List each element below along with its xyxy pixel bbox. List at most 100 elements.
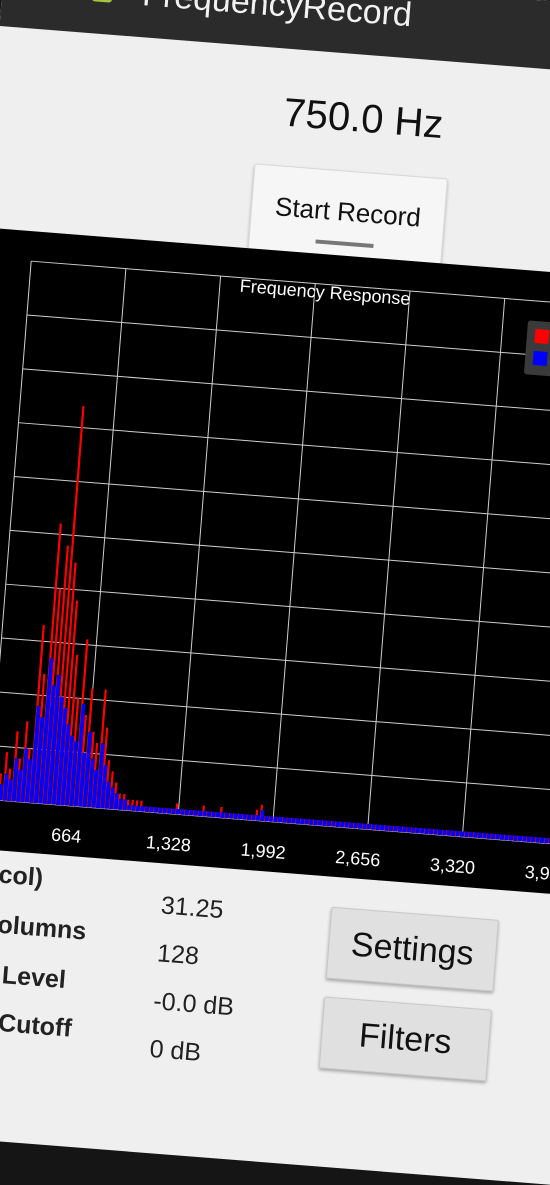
bar-blue bbox=[233, 813, 238, 820]
bar-blue bbox=[335, 821, 340, 828]
bar-blue bbox=[29, 705, 41, 803]
bar-blue bbox=[206, 811, 211, 817]
bar-blue bbox=[446, 830, 451, 836]
grid-line-horizontal bbox=[14, 476, 550, 522]
frequency-readout: 750.0 Hz bbox=[281, 90, 445, 148]
bar-blue bbox=[215, 812, 220, 818]
bar-blue bbox=[33, 716, 45, 804]
bar-blue bbox=[113, 793, 119, 810]
bar-blue bbox=[153, 807, 158, 813]
bar-blue bbox=[357, 823, 362, 829]
bar-blue bbox=[402, 826, 407, 833]
bar-blue bbox=[16, 769, 23, 802]
bar-blue bbox=[371, 824, 376, 830]
bar-blue bbox=[419, 828, 425, 834]
bar-blue bbox=[397, 826, 402, 832]
settings-button[interactable]: Settings bbox=[325, 906, 499, 992]
bar-blue bbox=[451, 830, 456, 837]
bar-blue bbox=[2, 773, 9, 801]
stat-label: oise Level bbox=[0, 957, 67, 995]
bar-blue bbox=[513, 835, 518, 842]
bar-blue bbox=[264, 815, 269, 822]
bar-blue bbox=[526, 836, 531, 843]
stat-value: 128 bbox=[156, 939, 200, 971]
bar-blue bbox=[220, 812, 225, 819]
bar-blue bbox=[260, 810, 265, 822]
stat-label: (Hz/col) bbox=[0, 856, 45, 892]
bar-blue bbox=[473, 832, 478, 838]
bar-blue bbox=[353, 822, 358, 829]
bar-blue bbox=[482, 832, 487, 839]
grid-line-horizontal bbox=[1, 637, 550, 684]
bar-blue bbox=[406, 827, 411, 833]
bar-blue bbox=[229, 813, 234, 819]
grid-line-horizontal bbox=[31, 260, 550, 307]
bar-blue bbox=[344, 822, 349, 828]
android-icon bbox=[91, 0, 114, 3]
stat-value: 31.25 bbox=[159, 891, 225, 925]
bar-red bbox=[0, 773, 2, 801]
bar-blue bbox=[224, 812, 229, 819]
bar-blue bbox=[122, 799, 128, 811]
bar-blue bbox=[326, 820, 331, 827]
frequency-chart: 664 1,328 1,992 2,656 3,320 3,98 Frequency Re… bbox=[0, 227, 550, 896]
bar-blue bbox=[171, 808, 176, 815]
bar-blue bbox=[291, 817, 296, 824]
bar-blue bbox=[87, 758, 95, 808]
bar-blue bbox=[20, 748, 29, 803]
bar-blue bbox=[468, 831, 473, 838]
x-tick-label: 1,328 bbox=[145, 832, 191, 855]
bar-blue bbox=[317, 820, 322, 826]
bar-blue bbox=[459, 831, 464, 837]
bar-blue bbox=[286, 817, 291, 824]
stat-label: of Columns bbox=[0, 907, 88, 946]
bar-blue bbox=[144, 806, 149, 813]
bar-blue bbox=[539, 837, 544, 844]
bar-blue bbox=[255, 815, 260, 821]
bar-blue bbox=[162, 807, 167, 814]
bar-blue bbox=[384, 825, 389, 831]
bar-blue bbox=[78, 752, 87, 807]
bar-blue bbox=[269, 816, 274, 822]
bar-blue bbox=[73, 703, 86, 807]
bar-blue bbox=[295, 818, 300, 824]
bar-blue bbox=[189, 809, 194, 816]
bar-blue bbox=[380, 824, 385, 831]
bar-blue bbox=[544, 837, 549, 844]
bar-blue bbox=[198, 810, 203, 817]
bar-blue bbox=[477, 832, 482, 839]
bar-blue bbox=[0, 784, 4, 801]
bar-blue bbox=[202, 810, 207, 817]
bar-blue bbox=[11, 758, 19, 802]
bar-blue bbox=[495, 834, 500, 840]
bar-blue bbox=[277, 816, 282, 823]
bar-blue bbox=[428, 828, 433, 835]
bar-blue bbox=[499, 834, 504, 841]
bar-blue bbox=[331, 821, 336, 827]
x-tick-label: 2,656 bbox=[335, 847, 381, 870]
stat-value: -0.0 dB bbox=[152, 987, 235, 1022]
bar-blue bbox=[135, 805, 140, 812]
bar-blue bbox=[69, 741, 78, 807]
bar-blue bbox=[118, 798, 123, 810]
bar-blue bbox=[127, 805, 132, 811]
bar-blue bbox=[38, 658, 54, 804]
bar-blue bbox=[393, 825, 398, 832]
bar-blue bbox=[193, 810, 198, 816]
bar-blue bbox=[24, 759, 32, 803]
x-tick-label: 3,98 bbox=[524, 862, 550, 885]
start-record-button[interactable]: Start Record bbox=[247, 163, 448, 265]
bar-blue bbox=[424, 828, 429, 835]
bar-blue bbox=[149, 806, 154, 813]
bar-blue bbox=[437, 829, 442, 836]
bar-blue bbox=[60, 724, 71, 806]
bar-blue bbox=[348, 822, 353, 829]
bar-blue bbox=[504, 834, 509, 841]
bar-blue bbox=[7, 779, 13, 802]
x-tick-label: 664 bbox=[50, 825, 82, 847]
start-record-label: Start Record bbox=[274, 191, 422, 233]
filters-button[interactable]: Filters bbox=[318, 996, 492, 1082]
bar-blue bbox=[82, 731, 93, 808]
bar-blue bbox=[51, 696, 64, 805]
bar-blue bbox=[238, 813, 243, 820]
